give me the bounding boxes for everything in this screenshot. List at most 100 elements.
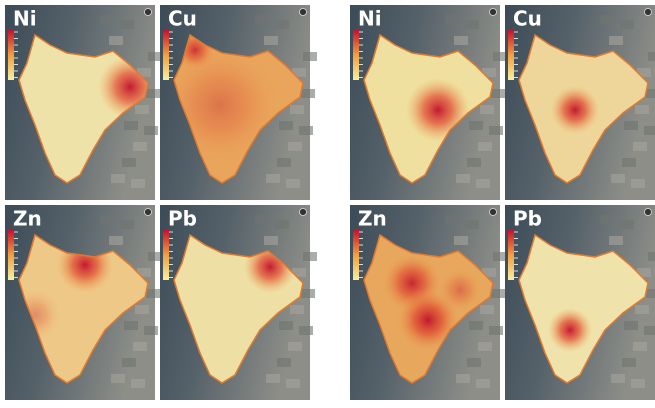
element-label: Cu xyxy=(168,7,197,31)
map-panel: Zn xyxy=(5,205,162,400)
urban-block xyxy=(131,379,145,388)
urban-block xyxy=(620,20,634,29)
urban-block xyxy=(624,321,638,330)
urban-block xyxy=(100,215,114,224)
urban-block xyxy=(611,174,625,183)
north-icon xyxy=(489,208,497,216)
urban-block xyxy=(620,220,634,229)
urban-block xyxy=(467,358,481,367)
legend-bar xyxy=(508,30,514,80)
urban-block xyxy=(264,36,278,45)
urban-block xyxy=(493,52,507,61)
boundary xyxy=(173,233,304,384)
urban-block xyxy=(146,89,160,98)
urban-block xyxy=(478,142,492,151)
boundary xyxy=(518,33,649,184)
urban-block xyxy=(137,68,151,77)
map-panel: Pb xyxy=(160,205,317,400)
boundary xyxy=(518,233,649,384)
urban-block xyxy=(478,342,492,351)
boundary xyxy=(173,33,304,184)
boundary xyxy=(18,233,149,384)
urban-block xyxy=(288,342,302,351)
urban-block xyxy=(279,321,293,330)
urban-block xyxy=(144,326,158,335)
urban-block xyxy=(609,236,623,245)
urban-block xyxy=(445,15,459,24)
legend-bar xyxy=(8,30,14,80)
urban-block xyxy=(631,379,645,388)
urban-block xyxy=(299,326,313,335)
urban-block xyxy=(609,36,623,45)
legend-bar xyxy=(353,230,359,280)
urban-block xyxy=(277,158,291,167)
urban-block xyxy=(489,326,503,335)
element-label: Pb xyxy=(168,207,197,231)
urban-block xyxy=(146,289,160,298)
urban-block xyxy=(622,158,636,167)
urban-block xyxy=(637,268,651,277)
urban-block xyxy=(111,374,125,383)
urban-block xyxy=(255,15,269,24)
urban-block xyxy=(111,174,125,183)
urban-block xyxy=(133,342,147,351)
urban-block xyxy=(124,121,138,130)
urban-block xyxy=(493,252,507,261)
urban-block xyxy=(266,174,280,183)
urban-block xyxy=(290,305,304,314)
urban-block xyxy=(456,374,470,383)
urban-block xyxy=(491,89,505,98)
urban-block xyxy=(491,289,505,298)
urban-block xyxy=(277,358,291,367)
element-label: Ni xyxy=(358,7,382,31)
north-icon xyxy=(299,8,307,16)
legend-bar xyxy=(508,230,514,280)
legend-bar xyxy=(353,30,359,80)
urban-block xyxy=(624,121,638,130)
urban-block xyxy=(144,126,158,135)
urban-block xyxy=(476,379,490,388)
urban-block xyxy=(286,179,300,188)
urban-block xyxy=(476,179,490,188)
north-icon xyxy=(144,8,152,16)
urban-block xyxy=(465,20,479,29)
urban-block xyxy=(275,20,289,29)
hotspot xyxy=(548,308,592,352)
urban-block xyxy=(454,36,468,45)
urban-block xyxy=(131,179,145,188)
urban-block xyxy=(122,158,136,167)
element-label: Zn xyxy=(13,207,42,231)
urban-block xyxy=(482,268,496,277)
urban-block xyxy=(122,358,136,367)
boundary xyxy=(18,33,149,184)
urban-block xyxy=(275,220,289,229)
urban-block xyxy=(633,142,647,151)
urban-block xyxy=(622,358,636,367)
map-panel: Cu xyxy=(160,5,317,200)
urban-block xyxy=(303,252,317,261)
urban-block xyxy=(467,158,481,167)
urban-block xyxy=(489,126,503,135)
urban-block xyxy=(469,321,483,330)
element-label: Zn xyxy=(358,207,387,231)
urban-block xyxy=(137,268,151,277)
urban-block xyxy=(266,374,280,383)
urban-block xyxy=(135,105,149,114)
urban-block xyxy=(646,289,655,298)
urban-block xyxy=(635,305,649,314)
urban-block xyxy=(286,379,300,388)
urban-block xyxy=(109,36,123,45)
urban-block xyxy=(120,220,134,229)
north-icon xyxy=(489,8,497,16)
urban-block xyxy=(482,68,496,77)
north-icon xyxy=(644,8,652,16)
urban-block xyxy=(646,89,655,98)
urban-block xyxy=(301,89,315,98)
urban-block xyxy=(454,236,468,245)
urban-block xyxy=(109,236,123,245)
urban-block xyxy=(456,174,470,183)
urban-block xyxy=(148,252,162,261)
urban-block xyxy=(255,215,269,224)
urban-block xyxy=(600,215,614,224)
